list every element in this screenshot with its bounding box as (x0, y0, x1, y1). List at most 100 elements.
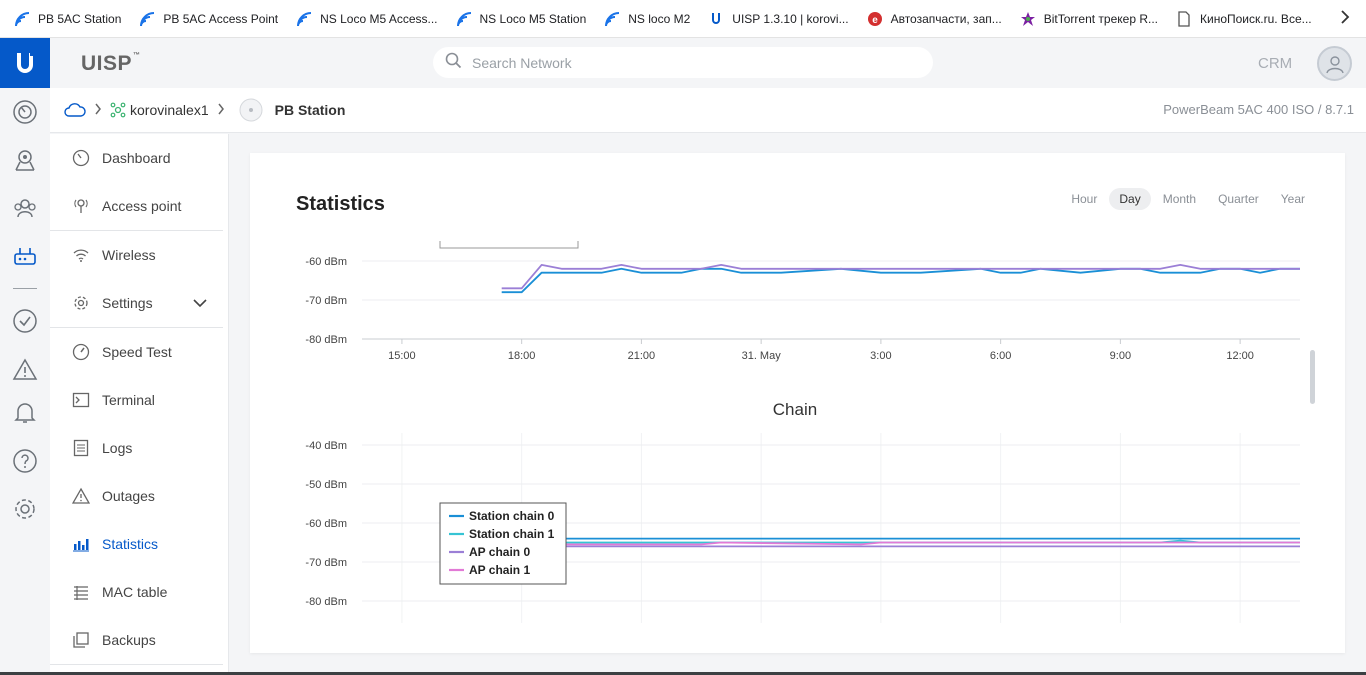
legend-label: AP chain 0 (469, 545, 530, 559)
wifi-signal-icon (456, 11, 472, 27)
x-tick-label: 9:00 (1110, 350, 1131, 362)
scrollbar[interactable] (1310, 350, 1315, 404)
nav-settings[interactable]: Settings (50, 285, 229, 321)
logs-icon (70, 437, 92, 459)
bookmark-label: NS loco M2 (628, 11, 691, 26)
dashboard-rail-icon[interactable] (11, 98, 39, 126)
bookmark-label: КиноПоиск.ru. Все... (1200, 11, 1312, 26)
nav-speed-test[interactable]: Speed Test (50, 334, 229, 370)
breadcrumb-site[interactable]: korovinalex1 (130, 102, 209, 118)
map-pin-icon[interactable] (11, 146, 39, 174)
signal-series-line (501, 264, 1300, 290)
device-status-icon (239, 98, 263, 122)
chain-series-line (501, 533, 1300, 540)
cloud-icon[interactable] (64, 102, 86, 118)
y-tick-label: -50 dBm (305, 479, 347, 491)
clients-icon[interactable] (11, 194, 39, 222)
divider (50, 230, 223, 231)
chevron-right-icon[interactable] (1340, 10, 1350, 29)
nav-dashboard[interactable]: Dashboard (50, 140, 229, 176)
uisp-icon (708, 11, 724, 27)
bookmark-item[interactable]: NS Loco M5 Station (456, 11, 587, 27)
devices-icon[interactable] (11, 242, 39, 270)
help-icon[interactable] (11, 447, 39, 475)
x-tick-label: 18:00 (508, 350, 536, 362)
avatar[interactable] (1317, 46, 1352, 81)
wifi-signal-icon (139, 11, 155, 27)
chevron-down-icon[interactable] (193, 295, 207, 311)
dashboard-icon (70, 147, 92, 169)
legend-label: Station chain 1 (469, 527, 555, 541)
y-tick-label: -40 dBm (305, 440, 347, 452)
site-icon (110, 102, 126, 118)
page-icon (1176, 10, 1192, 27)
x-tick-label: 21:00 (628, 350, 656, 362)
y-tick-label: -80 dBm (305, 596, 347, 608)
bookmark-item[interactable]: BitTorrent трекер R... (1020, 11, 1158, 27)
svg-text:e: e (872, 15, 878, 26)
x-tick-label: 31. May (742, 350, 782, 362)
nav-outages[interactable]: Outages (50, 478, 229, 514)
search-bar[interactable] (433, 47, 933, 78)
signal-series-line (501, 267, 1300, 294)
bookmark-label: Автозапчасти, зап... (890, 11, 1002, 26)
bookmark-item[interactable]: e Автозапчасти, зап... (867, 11, 1002, 27)
bell-icon[interactable] (11, 398, 39, 426)
x-tick-label: 3:00 (870, 350, 891, 362)
check-circle-icon[interactable] (11, 307, 39, 335)
period-day[interactable]: Day (1109, 188, 1151, 210)
page-title: Statistics (296, 193, 385, 215)
bookmark-label: UISP 1.3.10 | korovi... (732, 11, 849, 26)
chevron-right-icon (217, 102, 225, 118)
bookmark-item[interactable]: NS Loco M5 Access... (296, 11, 438, 27)
nav-access-point[interactable]: Access point (50, 188, 229, 224)
nav-mac-table[interactable]: MAC table (50, 574, 229, 610)
crm-link[interactable]: CRM (1258, 55, 1293, 72)
icon-rail (0, 88, 50, 675)
period-hour[interactable]: Hour (1071, 192, 1098, 206)
period-selector: Hour Day Month Quarter Year (1059, 188, 1315, 210)
period-month[interactable]: Month (1162, 192, 1197, 206)
table-icon (70, 581, 92, 603)
nav-statistics[interactable]: Statistics (50, 526, 229, 562)
device-sidenav: Dashboard Access point Wireless Settings… (50, 134, 229, 675)
wifi-signal-icon (604, 11, 620, 27)
period-year[interactable]: Year (1280, 192, 1305, 206)
chain-series-line (501, 541, 1300, 546)
nav-logs[interactable]: Logs (50, 430, 229, 466)
taskbar-edge (0, 672, 1366, 675)
ubiquiti-logo-icon[interactable] (0, 38, 50, 88)
breadcrumb: korovinalex1 PB Station PowerBeam 5AC 40… (50, 88, 1366, 133)
bookmark-label: BitTorrent трекер R... (1043, 11, 1159, 26)
bookmark-item[interactable]: PB 5AC Station (14, 11, 121, 27)
period-quarter[interactable]: Quarter (1218, 192, 1259, 206)
bookmark-item[interactable]: PB 5AC Access Point (139, 11, 278, 27)
bookmark-item[interactable]: UISP 1.3.10 | korovi... (708, 11, 849, 27)
warning-icon[interactable] (11, 356, 39, 384)
backup-icon (70, 629, 92, 651)
bookmark-label: NS Loco M5 Station (479, 11, 587, 26)
statistics-card: Statistics Hour Day Month Quarter Year -… (250, 153, 1345, 653)
bookmark-item[interactable]: NS loco M2 (604, 11, 690, 27)
y-tick-label: -60 dBm (305, 256, 347, 268)
y-tick-label: -70 dBm (305, 557, 347, 569)
nav-backups[interactable]: Backups (50, 622, 229, 658)
terminal-icon (70, 389, 92, 411)
x-tick-label: 15:00 (388, 350, 416, 362)
legend-label: AP chain 1 (469, 563, 530, 577)
nav-wireless[interactable]: Wireless (50, 237, 229, 273)
nav-terminal[interactable]: Terminal (50, 382, 229, 418)
gear-icon[interactable] (11, 495, 39, 523)
chevron-right-icon (94, 102, 102, 118)
wifi-signal-icon (296, 11, 312, 27)
device-model: PowerBeam 5AC 400 ISO / 8.7.1 (1163, 102, 1354, 117)
top-header: UISP™ CRM (0, 38, 1366, 88)
y-tick-label: -80 dBm (305, 334, 347, 346)
bookmark-label: PB 5AC Access Point (163, 11, 279, 26)
access-point-icon (70, 195, 92, 217)
divider (50, 664, 223, 665)
search-icon (445, 52, 462, 74)
search-input[interactable] (472, 54, 892, 71)
bookmark-item[interactable]: КиноПоиск.ru. Все... (1176, 10, 1312, 27)
y-tick-label: -60 dBm (305, 518, 347, 530)
